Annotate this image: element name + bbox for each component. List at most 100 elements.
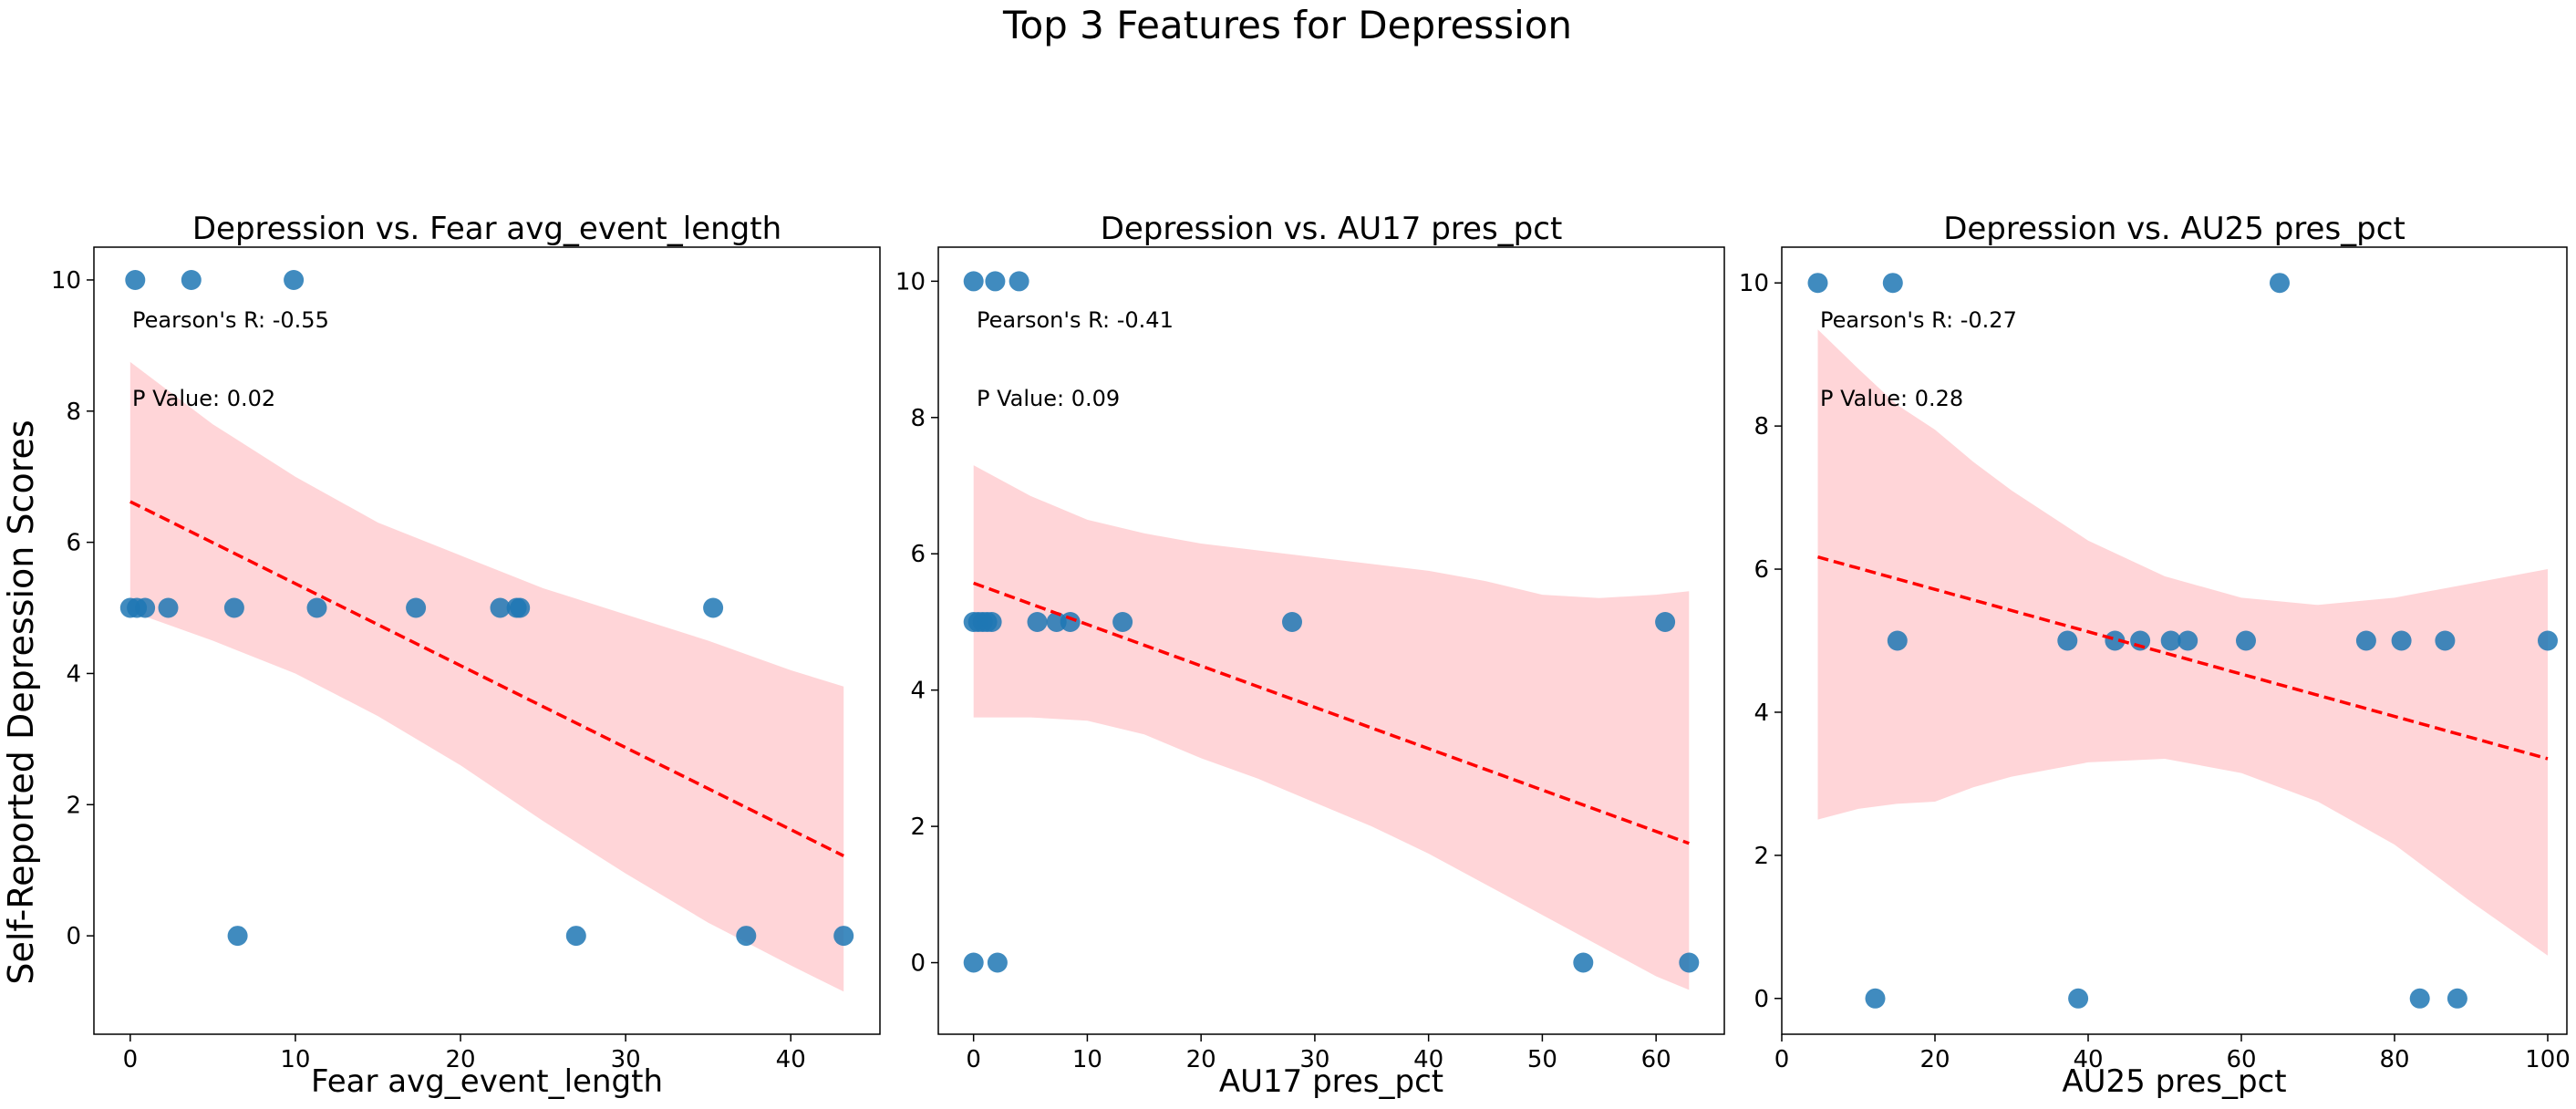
y-tick-label: 2 — [66, 792, 81, 819]
data-point — [1679, 952, 1700, 973]
confidence-band — [129, 361, 844, 992]
x-tick-label: 0 — [123, 1046, 139, 1073]
y-axis-label: Self-Reported Depression Scores — [1, 420, 41, 984]
data-point — [2057, 630, 2078, 651]
data-point — [987, 952, 1008, 973]
subplot-title: Depression vs. AU25 pres_pct — [1943, 211, 2405, 247]
data-point — [2355, 630, 2376, 651]
data-point — [2160, 630, 2181, 651]
subplot-2: 0 10 20 30 40 50 60 0 2 4 6 8 10 Depression vs. AU17 … — [895, 211, 1725, 1100]
y-tick-label: 4 — [910, 678, 926, 705]
regression-line — [973, 581, 1690, 845]
data-point — [306, 597, 327, 618]
y-tick-label: 0 — [910, 950, 926, 978]
data-point — [1060, 612, 1081, 632]
y-tick-label: 0 — [66, 923, 81, 950]
data-point — [963, 271, 984, 292]
y-tick-label: 6 — [910, 541, 926, 568]
x-tick-label: 100 — [2525, 1046, 2571, 1073]
data-point — [490, 597, 511, 618]
plot-frame — [1781, 246, 2568, 1035]
x-tick-label: 20 — [1186, 1046, 1216, 1073]
data-point — [2105, 630, 2126, 651]
y-tick-label: 8 — [910, 405, 926, 432]
data-point — [181, 270, 202, 290]
data-point — [1282, 612, 1302, 632]
data-point — [1865, 988, 1886, 1009]
x-tick-label: 80 — [2379, 1046, 2409, 1073]
x-axis-label: Fear avg_event_length — [311, 1063, 663, 1100]
y-tick-label: 6 — [1754, 556, 1769, 584]
x-tick-label: 30 — [611, 1046, 641, 1073]
x-tick-label: 40 — [1413, 1046, 1443, 1073]
data-point — [1112, 612, 1133, 632]
data-point — [135, 597, 156, 618]
p-value-annotation: P Value: 0.28 — [1820, 386, 1963, 411]
data-point — [963, 952, 984, 973]
data-point — [158, 597, 179, 618]
data-point — [2435, 630, 2456, 651]
x-axis-label: AU17 pres_pct — [1219, 1063, 1443, 1100]
regression-line — [129, 500, 844, 857]
figure-title: Top 3 Features for Depression — [1002, 3, 1572, 47]
pearson-annotation: Pearson's R: -0.41 — [977, 307, 1174, 333]
x-tick-label: 0 — [1774, 1046, 1790, 1073]
y-tick-label: 2 — [910, 814, 926, 841]
data-point — [1573, 952, 1594, 973]
subplot-3: 0 20 40 60 80 100 0 2 4 6 8 10 Depression vs. AU25 p… — [1739, 211, 2571, 1100]
y-tick-label: 10 — [895, 268, 926, 295]
x-tick-label: 40 — [2073, 1046, 2103, 1073]
x-tick-label: 20 — [445, 1046, 475, 1073]
pearson-annotation: Pearson's R: -0.55 — [132, 307, 329, 333]
y-tick-label: 4 — [66, 660, 81, 688]
x-tick-label: 0 — [966, 1046, 981, 1073]
data-point — [223, 597, 244, 618]
y-tick-label: 10 — [1739, 270, 1769, 297]
data-point — [1027, 612, 1048, 632]
y-tick-label: 8 — [66, 399, 81, 426]
data-point — [985, 271, 1006, 292]
data-point — [1887, 630, 1908, 651]
y-tick-label: 6 — [66, 530, 81, 557]
data-point — [2236, 630, 2256, 651]
subplot-title: Depression vs. Fear avg_event_length — [192, 211, 781, 247]
data-point — [565, 926, 586, 947]
x-axis-label: AU25 pres_pct — [2062, 1063, 2286, 1100]
x-tick-label: 40 — [776, 1046, 806, 1073]
y-tick-label: 10 — [51, 267, 81, 295]
data-point — [1807, 273, 1828, 294]
data-point — [406, 597, 427, 618]
confidence-band — [973, 465, 1690, 990]
x-tick-label: 10 — [280, 1046, 310, 1073]
data-point — [2178, 630, 2198, 651]
x-tick-label: 10 — [1072, 1046, 1102, 1073]
y-tick-label: 0 — [1754, 986, 1769, 1013]
y-tick-label: 2 — [1754, 843, 1769, 870]
data-point — [125, 270, 146, 290]
data-point — [736, 926, 757, 947]
p-value-annotation: P Value: 0.02 — [132, 386, 275, 411]
data-point — [2538, 630, 2558, 651]
p-value-annotation: P Value: 0.09 — [977, 386, 1120, 411]
regression-line — [1817, 555, 2549, 761]
data-point — [981, 612, 1002, 632]
subplot-title: Depression vs. AU17 pres_pct — [1101, 211, 1563, 247]
x-tick-label: 60 — [2226, 1046, 2256, 1073]
pearson-annotation: Pearson's R: -0.27 — [1820, 307, 2017, 333]
plot-frame — [93, 246, 881, 1035]
data-point — [2068, 988, 2089, 1009]
data-point — [2447, 988, 2467, 1009]
data-point — [2391, 630, 2412, 651]
data-point — [2270, 273, 2290, 294]
data-point — [1882, 273, 1903, 294]
data-point — [510, 597, 531, 618]
x-tick-label: 50 — [1527, 1046, 1557, 1073]
x-tick-label: 60 — [1641, 1046, 1671, 1073]
data-point — [227, 926, 248, 947]
y-tick-label: 8 — [1754, 413, 1769, 440]
x-tick-label: 20 — [1919, 1046, 1950, 1073]
data-point — [833, 926, 854, 947]
data-point — [2409, 988, 2430, 1009]
data-point — [703, 597, 724, 618]
